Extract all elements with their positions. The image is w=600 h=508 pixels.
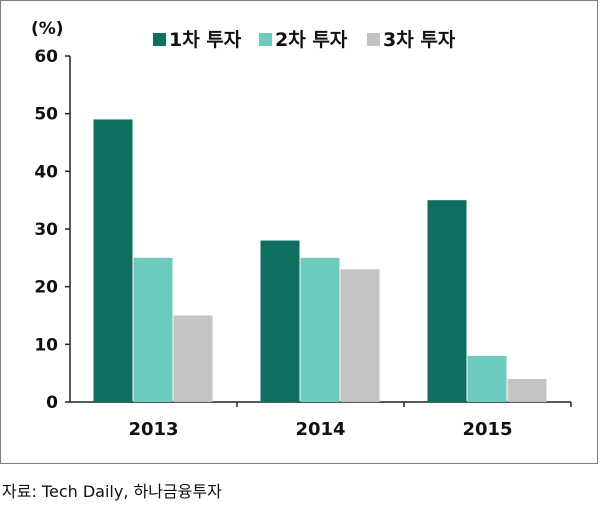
bar-2013-series-2 — [133, 257, 173, 402]
legend-swatch-2 — [259, 33, 272, 46]
y-tick-label: 40 — [34, 162, 58, 182]
source-note: 자료: Tech Daily, 하나금융투자 — [2, 482, 222, 501]
bar-2014-series-1 — [260, 240, 300, 402]
y-tick-label: 60 — [34, 47, 58, 67]
y-tick-label: 50 — [34, 105, 58, 125]
x-category-label: 2013 — [128, 419, 178, 440]
bar-2013-series-3 — [173, 315, 213, 402]
legend-label-3: 3차 투자 — [383, 29, 456, 51]
bar-2015-series-1 — [427, 200, 467, 402]
bar-2013-series-1 — [93, 119, 133, 402]
legend-swatch-1 — [153, 33, 166, 46]
x-category-label: 2014 — [295, 419, 345, 440]
y-tick-label: 30 — [34, 220, 58, 240]
bar-2015-series-3 — [507, 378, 547, 402]
y-tick-label: 0 — [46, 393, 58, 413]
x-category-label: 2015 — [462, 419, 512, 440]
legend-label-1: 1차 투자 — [169, 29, 242, 51]
y-tick-label: 20 — [34, 278, 58, 298]
legend-label-2: 2차 투자 — [275, 29, 348, 51]
bar-2014-series-2 — [300, 257, 340, 402]
chart-frame: (%) 0 10 20 30 40 50 60 2013 2014 2015 1차 투자 2차 투자 3차… — [0, 0, 598, 464]
bar-chart: (%) 0 10 20 30 40 50 60 2013 2014 2015 1차 투자 2차 투자 3차… — [31, 19, 572, 440]
y-tick-label: 10 — [34, 335, 58, 355]
legend-swatch-3 — [367, 33, 380, 46]
y-unit-label: (%) — [31, 19, 64, 39]
bar-2014-series-3 — [340, 269, 380, 402]
bar-2015-series-2 — [467, 355, 507, 402]
